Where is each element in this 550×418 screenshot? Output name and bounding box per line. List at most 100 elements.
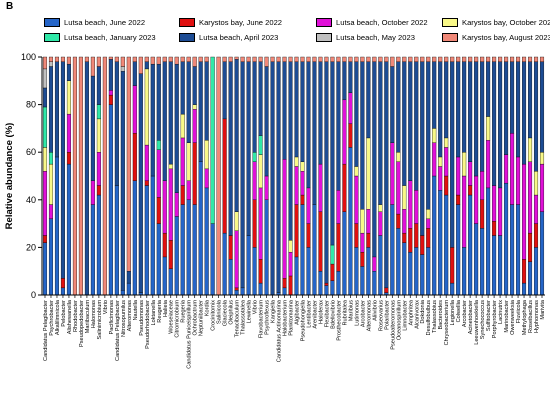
bar-segment <box>498 56 503 62</box>
bar-segment <box>527 232 533 262</box>
bar-segment <box>222 232 227 296</box>
bar-segment <box>348 56 353 62</box>
x-tick-label: Tenacibaculum <box>235 300 241 338</box>
bar-segment <box>444 147 449 177</box>
x-tick-label: Pacificimonas <box>109 300 115 335</box>
bar-segment <box>390 66 395 143</box>
bar-segment <box>96 104 101 120</box>
bar-segment <box>288 61 293 241</box>
bar-segment <box>66 63 71 81</box>
x-tick-label: Alcanivorax <box>414 300 420 329</box>
bar-segment <box>486 187 491 296</box>
bar-segment <box>318 163 323 212</box>
legend-swatch <box>179 18 195 27</box>
bar-segment <box>378 235 383 296</box>
bar-segment <box>108 59 113 91</box>
bar-segment <box>54 56 60 62</box>
bar-segment <box>66 80 71 115</box>
bar-segment <box>168 61 173 165</box>
bar-segment <box>156 149 161 198</box>
bar-segment <box>516 156 521 205</box>
bar-segment <box>336 223 341 272</box>
bar-segment <box>90 56 95 77</box>
legend-label: Karystos bay, August 2023 <box>462 33 550 42</box>
bar-segment <box>360 209 365 234</box>
x-tick-label: Pseudohongiella <box>300 299 306 341</box>
bar-segment <box>96 118 101 153</box>
bar-segment <box>408 251 413 296</box>
bar-segment <box>276 61 281 293</box>
bar-segment <box>132 61 137 86</box>
x-tick-label: Vibrio <box>103 300 109 314</box>
bar-segment <box>300 204 305 296</box>
bar-segment <box>48 218 54 296</box>
bar-segment <box>402 61 407 186</box>
bar-segment <box>426 56 431 62</box>
bar-segment <box>360 61 365 210</box>
x-tick-label: Pelobacter <box>61 300 67 327</box>
bar-segment <box>126 56 131 272</box>
bar-segment <box>132 56 137 62</box>
x-tick-label: Synechococcus <box>480 300 486 339</box>
bar-segment <box>456 61 461 158</box>
bar-segment <box>138 292 143 296</box>
bar-segment <box>48 66 54 153</box>
x-tick-label: Methylophaga <box>522 299 528 335</box>
bar-segment <box>468 61 473 162</box>
bar-segment <box>156 63 161 141</box>
bar-segment <box>186 142 191 181</box>
bar-segment <box>324 56 329 62</box>
bar-segment <box>378 211 383 236</box>
bar-segment <box>527 261 533 296</box>
bar-segment <box>366 56 371 62</box>
x-tick-label: Candidatus Pelagibacter <box>115 300 121 361</box>
bar-segment <box>539 211 545 296</box>
bar-segment <box>42 147 48 172</box>
bar-segment <box>348 147 353 296</box>
bar-segment <box>516 61 521 158</box>
bar-segment <box>312 61 317 205</box>
bar-segment <box>132 132 137 181</box>
x-tick-label: Neptuniibacter <box>199 300 205 336</box>
bar-segment <box>198 61 203 162</box>
bar-segment <box>527 137 533 162</box>
bar-segment <box>378 204 383 212</box>
bar-segment <box>114 56 119 62</box>
bar-segment <box>527 56 533 62</box>
bar-segment <box>420 61 425 236</box>
bar-segment <box>533 61 539 172</box>
bar-segment <box>533 56 539 62</box>
x-tick-label: Citromicrobium <box>175 300 181 338</box>
bar-segment <box>228 61 233 236</box>
bar-segment <box>42 56 48 70</box>
bar-segment <box>276 292 281 296</box>
y-tick-label: 20 <box>26 242 36 252</box>
bar-segment <box>444 137 449 148</box>
bar-segment <box>498 61 503 189</box>
bar-segment <box>60 287 65 296</box>
bar-segment <box>234 211 239 231</box>
bar-segment <box>90 75 95 181</box>
x-tick-label: Nautella <box>133 299 139 320</box>
x-tick-label: Rubritalea <box>342 299 348 325</box>
x-tick-label: Alteromonas <box>127 300 133 332</box>
bar-segment <box>156 223 161 296</box>
x-tick-label: Lewinella <box>247 299 253 323</box>
bar-segment <box>539 61 545 153</box>
bar-segment <box>539 163 545 212</box>
bar-segment <box>516 204 521 296</box>
bar-segment <box>342 99 347 165</box>
bar-segment <box>438 61 443 158</box>
bar-segment <box>192 142 197 205</box>
bar-segment <box>360 232 365 253</box>
bar-segment <box>186 61 191 143</box>
bar-segment <box>426 218 431 229</box>
x-tick-label: Sulfitobacter <box>486 300 492 331</box>
bar-segment <box>354 166 359 177</box>
bar-segment <box>270 56 275 62</box>
bar-segment <box>204 187 209 296</box>
bar-segment <box>396 56 401 62</box>
x-tick-label: Candidatus Puniceispirillum <box>187 300 193 369</box>
bar-segment <box>372 61 377 258</box>
bar-segment <box>144 68 149 146</box>
